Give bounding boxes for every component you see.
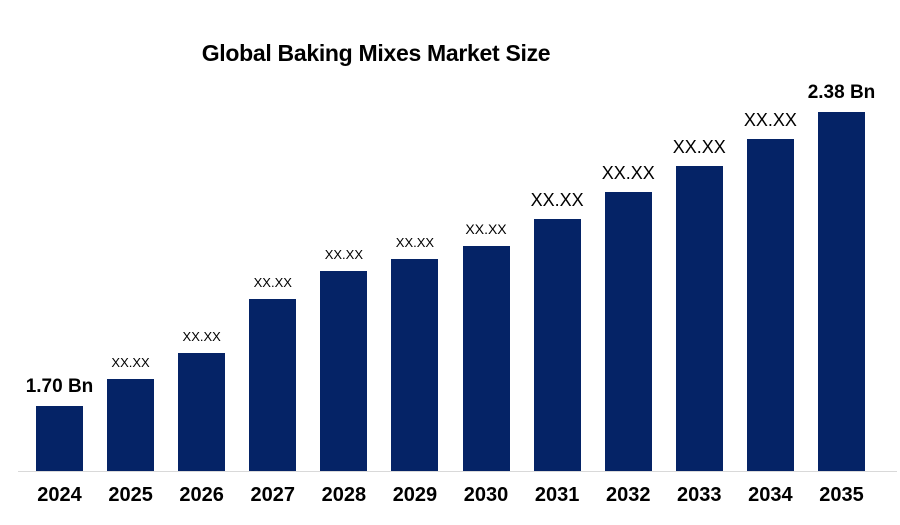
x-axis-label-2032: 2032 <box>605 484 651 506</box>
bar-group-2032: XX.XX <box>601 0 655 471</box>
bar-group-2029: XX.XX <box>391 0 439 471</box>
bar-2029 <box>391 259 439 471</box>
bar-value-label-2034: XX.XX <box>743 110 797 130</box>
x-axis-label-2030: 2030 <box>463 484 509 506</box>
bar-value-label-2027: XX.XX <box>253 275 292 290</box>
bar-group-2034: XX.XX <box>743 0 797 471</box>
x-axis-label-2031: 2031 <box>534 484 580 506</box>
x-axis-line <box>18 471 897 472</box>
x-axis-label-2025: 2025 <box>108 484 153 506</box>
bar-2032 <box>604 192 652 471</box>
bar-group-2026: XX.XX <box>178 0 226 471</box>
bar-2031 <box>533 219 581 471</box>
bar-2027 <box>249 299 297 471</box>
bar-value-label-2030: XX.XX <box>465 221 507 237</box>
bar-group-2030: XX.XX <box>462 0 510 471</box>
x-axis-label-2034: 2034 <box>748 484 793 506</box>
bar-value-label-2031: XX.XX <box>530 190 584 210</box>
bar-2025 <box>107 379 155 471</box>
x-axis-label-2035: 2035 <box>819 484 864 506</box>
bar-value-label-2028: XX.XX <box>324 247 364 262</box>
bar-2035 <box>817 112 865 471</box>
bar-2028 <box>320 271 368 471</box>
chart-title: Global Baking Mixes Market Size <box>201 40 551 66</box>
bar-group-2033: XX.XX <box>672 0 726 471</box>
bar-2026 <box>178 353 226 471</box>
bar-value-label-2024: 1.70 Bn <box>25 376 94 397</box>
bar-group-2031: XX.XX <box>530 0 584 471</box>
x-axis-label-2029: 2029 <box>392 484 438 506</box>
bar-group-2027: XX.XX <box>249 0 297 471</box>
bar-group-2024: 1.70 Bn <box>26 0 93 471</box>
bar-2030 <box>462 246 510 471</box>
x-axis-label-2028: 2028 <box>321 484 367 506</box>
bar-value-label-2026: XX.XX <box>182 329 221 344</box>
x-axis-label-2026: 2026 <box>179 484 224 506</box>
bar-2033 <box>675 166 723 471</box>
bar-value-label-2032: XX.XX <box>601 163 655 183</box>
bar-group-2035: 2.38 Bn <box>808 0 875 471</box>
bar-value-label-2025: XX.XX <box>111 355 150 370</box>
x-axis-label-2024: 2024 <box>37 484 82 506</box>
bar-value-label-2033: XX.XX <box>672 137 726 157</box>
bar-2034 <box>746 139 794 471</box>
bar-group-2025: XX.XX <box>107 0 155 471</box>
bar-value-label-2035: 2.38 Bn <box>807 82 876 103</box>
bar-2024 <box>36 406 83 471</box>
bar-value-label-2029: XX.XX <box>395 235 435 250</box>
x-axis-label-2033: 2033 <box>677 484 722 506</box>
x-axis-label-2027: 2027 <box>250 484 296 506</box>
bar-group-2028: XX.XX <box>320 0 368 471</box>
